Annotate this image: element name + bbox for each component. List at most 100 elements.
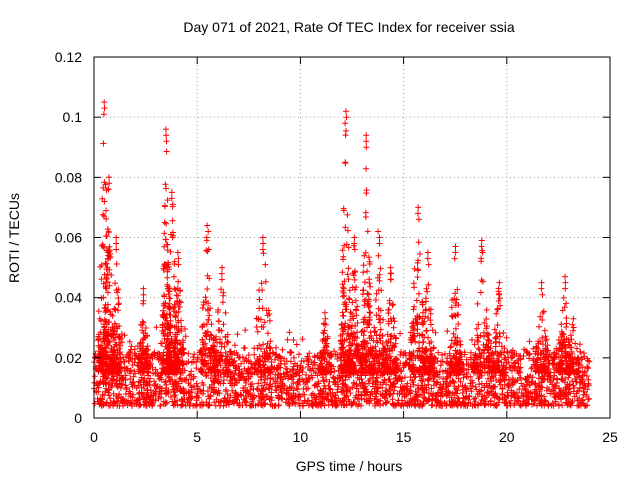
data-point xyxy=(305,357,312,363)
data-point xyxy=(415,216,422,223)
data-point xyxy=(373,375,380,382)
data-point xyxy=(115,394,122,401)
data-point xyxy=(500,329,507,336)
x-axis-label: GPS time / hours xyxy=(296,458,403,474)
data-point xyxy=(226,397,233,404)
data-point xyxy=(539,291,546,298)
data-point xyxy=(162,236,169,243)
data-point xyxy=(184,399,191,406)
data-point xyxy=(327,386,334,393)
data-point xyxy=(140,291,147,298)
data-point xyxy=(352,306,359,313)
data-point xyxy=(264,312,271,319)
data-point xyxy=(326,378,333,385)
data-point xyxy=(262,261,269,268)
data-point xyxy=(413,297,420,304)
data-point xyxy=(496,279,503,286)
data-point xyxy=(231,400,238,407)
data-point xyxy=(109,382,116,389)
data-point xyxy=(327,393,334,400)
data-point xyxy=(471,396,477,402)
data-point xyxy=(101,105,108,112)
data-point xyxy=(521,385,528,392)
data-point xyxy=(301,391,308,398)
data-point xyxy=(448,394,455,401)
data-point xyxy=(103,207,109,214)
data-point xyxy=(266,311,273,317)
data-point xyxy=(485,336,491,343)
data-point xyxy=(242,327,249,334)
data-point xyxy=(126,338,133,345)
data-point xyxy=(215,327,222,333)
data-point xyxy=(182,333,189,340)
data-point xyxy=(238,360,245,367)
data-point xyxy=(376,234,383,241)
data-point xyxy=(466,392,473,399)
data-point xyxy=(113,234,120,241)
data-point xyxy=(478,243,485,250)
data-point xyxy=(483,306,490,313)
data-point xyxy=(176,376,183,382)
data-point xyxy=(402,374,408,381)
data-point xyxy=(495,285,502,292)
data-point xyxy=(478,277,485,284)
data-point xyxy=(260,240,267,247)
data-point xyxy=(272,387,279,394)
data-point xyxy=(163,399,170,406)
data-point xyxy=(302,381,309,388)
y-axis-label: ROTI / TECUs xyxy=(6,193,22,283)
data-point xyxy=(362,209,369,216)
x-tick-label: 25 xyxy=(602,429,618,445)
data-point xyxy=(435,349,442,356)
data-point xyxy=(247,387,254,393)
data-point xyxy=(567,402,574,409)
data-point xyxy=(586,358,593,365)
data-point xyxy=(110,402,116,409)
x-tick-label: 0 xyxy=(90,429,98,445)
data-point xyxy=(516,386,523,393)
chart-title: Day 071 of 2021, Rate Of TEC Index for r… xyxy=(183,19,514,35)
data-point xyxy=(410,306,417,313)
data-point xyxy=(533,344,540,351)
data-point xyxy=(160,398,167,405)
data-point xyxy=(220,321,227,328)
data-point xyxy=(484,330,491,337)
data-point xyxy=(353,385,360,392)
data-point xyxy=(345,265,352,272)
data-point xyxy=(169,398,176,405)
data-point xyxy=(490,392,497,399)
data-point xyxy=(416,339,423,346)
data-point xyxy=(443,375,450,382)
data-point xyxy=(97,378,104,385)
data-point xyxy=(263,393,270,400)
data-point xyxy=(347,390,354,397)
data-point xyxy=(586,395,592,402)
data-point xyxy=(218,270,225,277)
data-point xyxy=(540,308,547,315)
data-point xyxy=(363,138,370,145)
data-point xyxy=(363,165,370,172)
data-point xyxy=(583,373,590,379)
data-point xyxy=(361,252,368,259)
data-point xyxy=(266,317,273,324)
data-point xyxy=(143,402,150,409)
data-point xyxy=(161,230,168,237)
data-point xyxy=(505,359,512,366)
data-point xyxy=(120,402,126,409)
data-point xyxy=(439,386,446,393)
data-point xyxy=(478,388,485,394)
data-point xyxy=(444,328,451,335)
data-point xyxy=(254,328,261,335)
data-point xyxy=(253,324,260,330)
data-point xyxy=(560,393,567,400)
data-point xyxy=(248,370,255,377)
data-point xyxy=(191,351,198,358)
data-point xyxy=(265,385,272,392)
data-point xyxy=(387,264,394,271)
data-point xyxy=(414,274,421,281)
data-point xyxy=(286,402,293,409)
data-point xyxy=(437,393,444,400)
data-point xyxy=(113,261,120,267)
data-point xyxy=(204,286,211,292)
data-point xyxy=(379,384,386,391)
